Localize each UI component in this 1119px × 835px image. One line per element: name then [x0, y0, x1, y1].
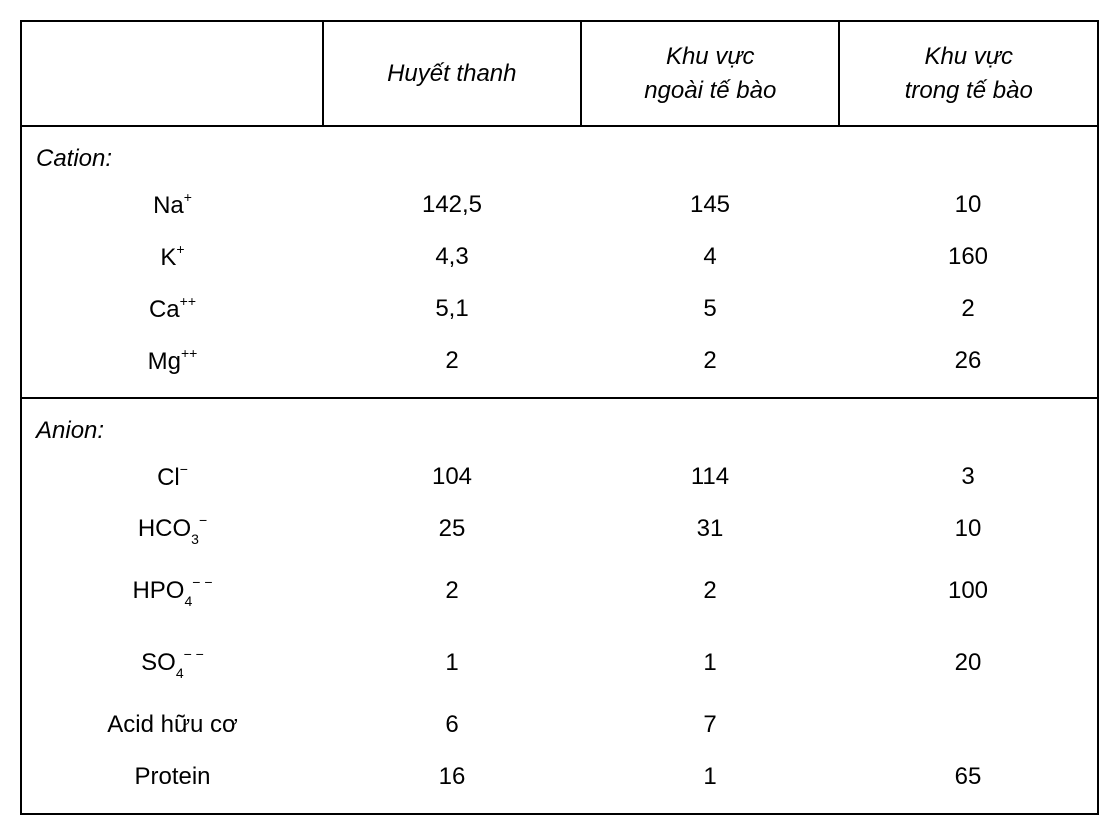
- data-value: 104: [323, 463, 581, 491]
- data-value: 7: [581, 711, 839, 739]
- table-row: Mg++2226: [22, 335, 1097, 387]
- ion-name: Acid hữu cơ: [107, 711, 238, 739]
- ion-name: SO4− −: [141, 648, 204, 679]
- data-value: 100: [839, 577, 1097, 605]
- ion-name: Mg++: [148, 347, 198, 376]
- ion-name: HCO3−: [138, 514, 207, 545]
- ion-name: Ca++: [149, 295, 196, 324]
- data-value: 20: [839, 649, 1097, 677]
- section-cation-cell: Cation: Na+142,514510K+4,34160Ca++5,152M…: [21, 126, 1098, 398]
- section-cation-row: Cation: Na+142,514510K+4,34160Ca++5,152M…: [21, 126, 1098, 398]
- ion-name: Protein: [134, 763, 210, 791]
- table-row: Ca++ 5,152: [22, 283, 1097, 335]
- ion-label: K+: [22, 243, 323, 272]
- ion-name: Cl−: [157, 463, 188, 492]
- ion-label: SO4− −: [22, 648, 323, 679]
- data-value: 31: [581, 515, 839, 543]
- header-col-extracellular: Khu vực ngoài tế bào: [581, 21, 839, 126]
- data-value: 65: [839, 763, 1097, 791]
- header-label-line2: trong tế bào: [905, 77, 1033, 104]
- table-header: Huyết thanh Khu vực ngoài tế bào Khu vực…: [21, 21, 1098, 126]
- data-value: 16: [323, 763, 581, 791]
- table-row: HPO4− −22100: [22, 555, 1097, 627]
- ion-label: Protein: [22, 763, 323, 791]
- ion-label: Mg++: [22, 347, 323, 376]
- table-row: SO4− −1120: [22, 627, 1097, 699]
- data-value: 2: [581, 347, 839, 375]
- data-value: 25: [323, 515, 581, 543]
- header-col-serum: Huyết thanh: [323, 21, 581, 126]
- section-anion-row: Anion: Cl−1041143HCO3−253110HPO4− −22100…: [21, 398, 1098, 814]
- data-value: 2: [581, 577, 839, 605]
- data-value: 2: [323, 577, 581, 605]
- table-row: HCO3− 253110: [22, 503, 1097, 555]
- ion-name: Na+: [153, 191, 192, 220]
- header-col-empty: [21, 21, 323, 126]
- data-value: 3: [839, 463, 1097, 491]
- header-label: Huyết thanh: [387, 60, 516, 87]
- ion-concentration-table: Huyết thanh Khu vực ngoài tế bào Khu vực…: [20, 20, 1099, 815]
- table-row: Acid hữu cơ 67: [22, 699, 1097, 751]
- ion-label: Acid hữu cơ: [22, 711, 323, 739]
- data-value: 114: [581, 463, 839, 491]
- table-header-row: Huyết thanh Khu vực ngoài tế bào Khu vực…: [21, 21, 1098, 126]
- data-value: 6: [323, 711, 581, 739]
- ion-label: HPO4− −: [22, 576, 323, 607]
- header-label-line1: Khu vực: [924, 43, 1013, 70]
- table-row: K+ 4,34160: [22, 231, 1097, 283]
- header-label-line1: Khu vực: [666, 43, 755, 70]
- data-value: 145: [581, 191, 839, 219]
- cation-rows-container: Na+142,514510K+4,34160Ca++5,152Mg++2226: [22, 179, 1097, 387]
- data-value: 1: [323, 649, 581, 677]
- table-body: Cation: Na+142,514510K+4,34160Ca++5,152M…: [21, 126, 1098, 814]
- section-label-cation: Cation:: [22, 137, 1097, 179]
- data-value: 2: [839, 295, 1097, 323]
- section-label-anion: Anion:: [22, 409, 1097, 451]
- ion-name: K+: [160, 243, 184, 272]
- data-value: 1: [581, 649, 839, 677]
- data-value: 10: [839, 191, 1097, 219]
- ion-label: Cl−: [22, 463, 323, 492]
- data-value: 4,3: [323, 243, 581, 271]
- table-row: Na+ 142,514510: [22, 179, 1097, 231]
- section-cation-wrapper: Cation: Na+142,514510K+4,34160Ca++5,152M…: [22, 137, 1097, 387]
- data-value: 26: [839, 347, 1097, 375]
- ion-name: HPO4− −: [132, 576, 212, 607]
- data-value: 1: [581, 763, 839, 791]
- ion-label: Ca++: [22, 295, 323, 324]
- data-value: 5,1: [323, 295, 581, 323]
- data-value: 5: [581, 295, 839, 323]
- data-value: 142,5: [323, 191, 581, 219]
- table-row: Cl− 1041143: [22, 451, 1097, 503]
- table-row: Protein 16165: [22, 751, 1097, 803]
- data-value: 4: [581, 243, 839, 271]
- section-anion-wrapper: Anion: Cl−1041143HCO3−253110HPO4− −22100…: [22, 409, 1097, 803]
- anion-rows-container: Cl−1041143HCO3−253110HPO4− −22100SO4− −1…: [22, 451, 1097, 803]
- data-value: 2: [323, 347, 581, 375]
- section-anion-cell: Anion: Cl−1041143HCO3−253110HPO4− −22100…: [21, 398, 1098, 814]
- data-value: 160: [839, 243, 1097, 271]
- ion-label: Na+: [22, 191, 323, 220]
- header-col-intracellular: Khu vực trong tế bào: [839, 21, 1098, 126]
- header-label-line2: ngoài tế bào: [644, 77, 776, 104]
- ion-label: HCO3−: [22, 514, 323, 545]
- data-value: 10: [839, 515, 1097, 543]
- ion-concentration-table-container: Huyết thanh Khu vực ngoài tế bào Khu vực…: [20, 20, 1099, 815]
